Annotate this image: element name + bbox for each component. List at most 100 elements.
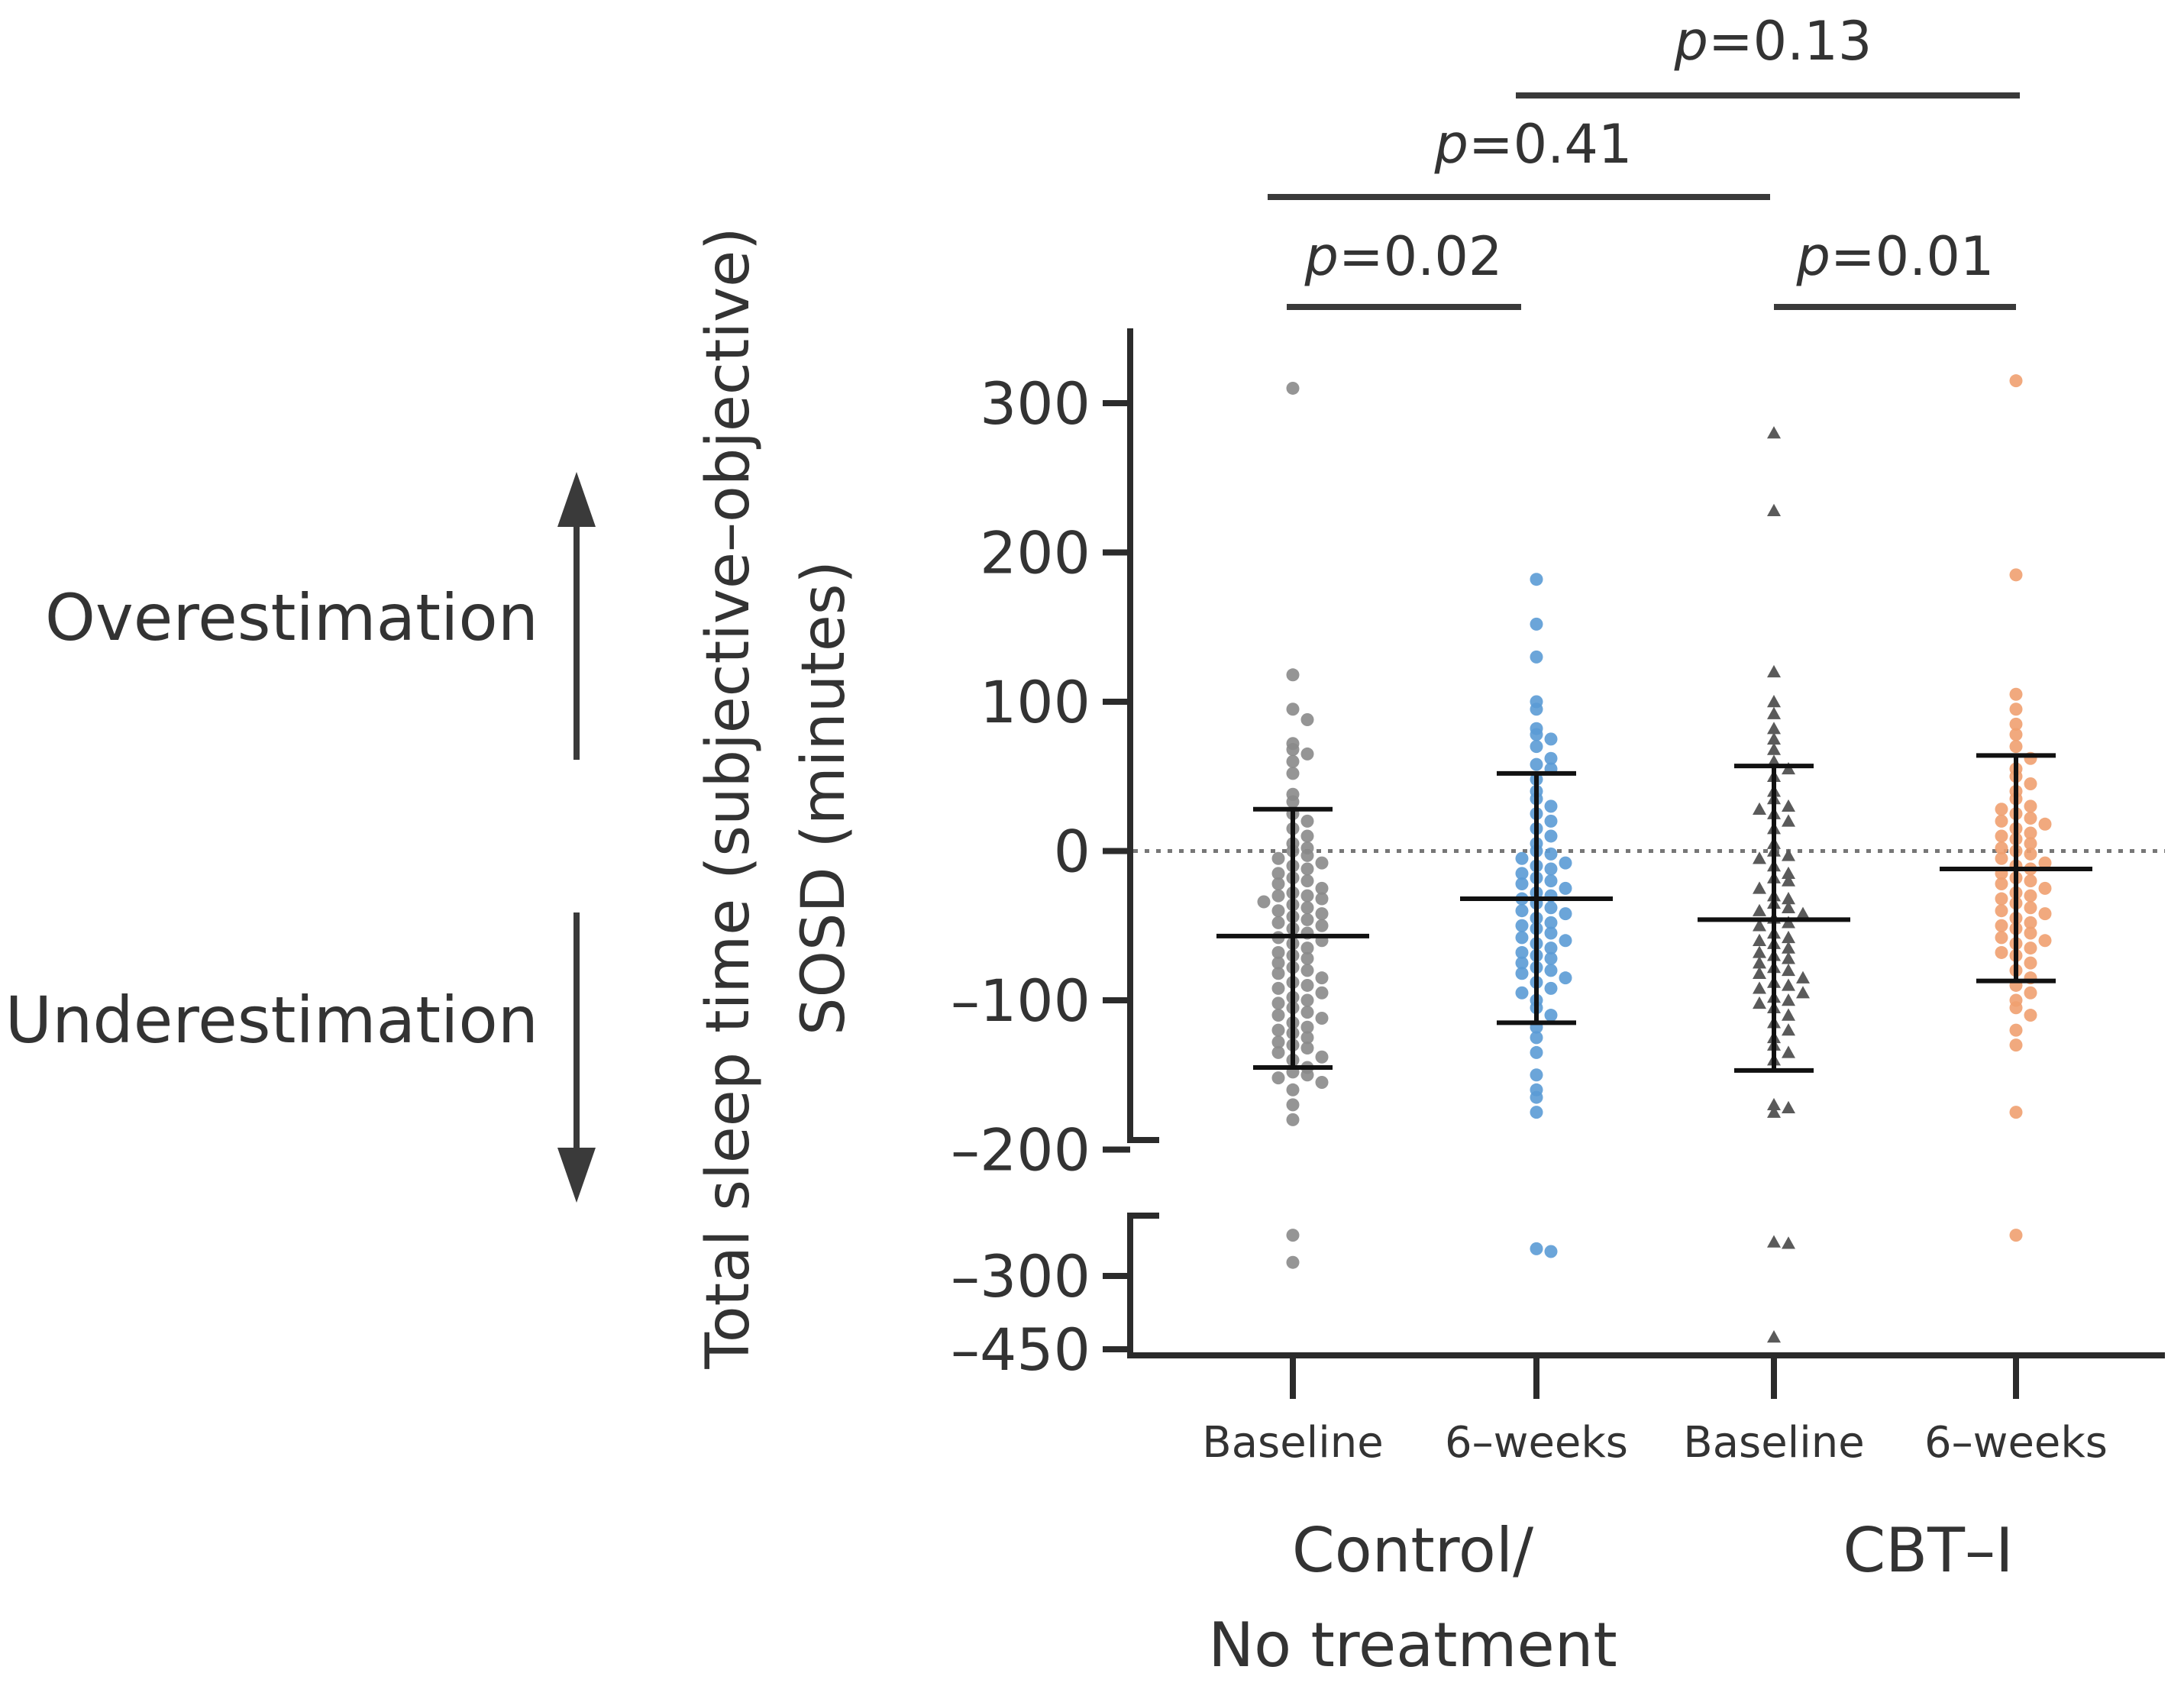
data-point xyxy=(1300,712,1314,726)
data-point xyxy=(1753,996,1766,1009)
data-point xyxy=(1782,1236,1795,1249)
data-point xyxy=(1782,1100,1795,1113)
data-point xyxy=(2009,702,2023,716)
mean-sd-error-bar xyxy=(1698,764,1850,1073)
data-point xyxy=(2038,934,2052,948)
p-value-label: p=0.41 xyxy=(1434,113,1633,176)
data-point xyxy=(1767,664,1781,678)
data-point xyxy=(1271,981,1285,995)
data-point xyxy=(1315,1050,1329,1064)
data-point xyxy=(1300,912,1314,926)
data-point xyxy=(1753,802,1766,815)
data-point xyxy=(1286,668,1300,682)
significance-bracket: p=0.13 xyxy=(1516,10,2020,99)
data-point xyxy=(2024,811,2037,825)
data-point xyxy=(1286,702,1300,716)
data-point xyxy=(1544,862,1558,876)
data-point xyxy=(2024,956,2037,970)
data-point xyxy=(1544,1009,1558,1022)
data-point xyxy=(2009,1023,2023,1037)
data-point xyxy=(1300,993,1314,1007)
data-point xyxy=(1257,895,1271,909)
data-point xyxy=(1559,881,1572,895)
data-point xyxy=(2009,717,2023,731)
data-point xyxy=(1300,1068,1314,1082)
data-point xyxy=(1559,934,1572,948)
down-arrow-icon xyxy=(557,912,596,1203)
data-point xyxy=(1271,1035,1285,1049)
data-point xyxy=(1300,889,1314,903)
data-point xyxy=(1271,1071,1285,1085)
data-point xyxy=(2038,817,2052,831)
data-point xyxy=(1559,971,1572,985)
data-point xyxy=(1767,426,1781,439)
data-point xyxy=(1271,904,1285,918)
data-point xyxy=(1315,892,1329,906)
data-point xyxy=(1530,617,1543,631)
data-point xyxy=(1995,814,2008,828)
data-point xyxy=(1767,722,1781,735)
data-point xyxy=(2038,907,2052,921)
data-point xyxy=(2009,568,2023,582)
data-point xyxy=(1753,945,1766,958)
data-point xyxy=(1300,747,1314,761)
data-point xyxy=(1767,1330,1781,1343)
data-point xyxy=(1300,1042,1314,1055)
data-point xyxy=(1544,1245,1558,1258)
data-point xyxy=(2009,1001,2023,1015)
data-point xyxy=(2009,740,2023,754)
data-point xyxy=(1782,848,1795,861)
data-point xyxy=(1753,919,1766,932)
y-tick-label: –100 xyxy=(951,967,1090,1035)
data-point xyxy=(2024,826,2037,840)
data-point xyxy=(1782,892,1795,905)
data-point xyxy=(1300,862,1314,876)
data-point xyxy=(1796,971,1810,984)
data-point xyxy=(1995,919,2008,932)
data-point xyxy=(1530,1045,1543,1059)
data-point xyxy=(1315,881,1329,895)
data-point xyxy=(1286,767,1300,780)
data-point xyxy=(1300,814,1314,828)
data-point xyxy=(1544,847,1558,861)
data-point xyxy=(1515,867,1529,880)
data-point xyxy=(1271,945,1285,959)
data-point xyxy=(1271,889,1285,903)
data-point xyxy=(1515,931,1529,945)
data-point xyxy=(1753,903,1766,916)
data-point xyxy=(1782,993,1795,1006)
data-point xyxy=(1782,963,1795,977)
data-point xyxy=(1753,851,1766,864)
x-tick-label: 6–weeks xyxy=(1924,1418,2108,1468)
data-point xyxy=(1515,851,1529,865)
overestimation-label: Overestimation xyxy=(45,580,538,655)
data-point xyxy=(1315,919,1329,932)
data-point xyxy=(1300,829,1314,843)
data-point xyxy=(1544,981,1558,995)
data-point xyxy=(1530,1242,1543,1255)
data-point xyxy=(1315,907,1329,921)
data-point xyxy=(1782,900,1795,913)
data-point xyxy=(1767,732,1781,745)
data-point xyxy=(1782,866,1795,880)
data-point xyxy=(2009,1106,2023,1119)
data-point xyxy=(2009,1229,2023,1242)
data-point xyxy=(1271,916,1285,929)
data-point xyxy=(1767,1235,1781,1248)
data-point xyxy=(1271,967,1285,980)
data-point xyxy=(1286,795,1300,809)
data-point xyxy=(1753,956,1766,969)
data-point xyxy=(1300,901,1314,915)
data-point xyxy=(1515,877,1529,891)
data-point xyxy=(1515,986,1529,1000)
data-point xyxy=(1753,933,1766,946)
data-point xyxy=(1286,1083,1300,1097)
data-point xyxy=(1515,945,1529,959)
y-tick-label: –450 xyxy=(951,1316,1090,1384)
data-point xyxy=(1767,695,1781,708)
data-point xyxy=(2024,986,2037,1000)
data-point xyxy=(1271,1009,1285,1022)
y-axis-subtitle: SOSD (minutes) xyxy=(790,560,858,1035)
y-tick-label: 300 xyxy=(980,370,1090,438)
